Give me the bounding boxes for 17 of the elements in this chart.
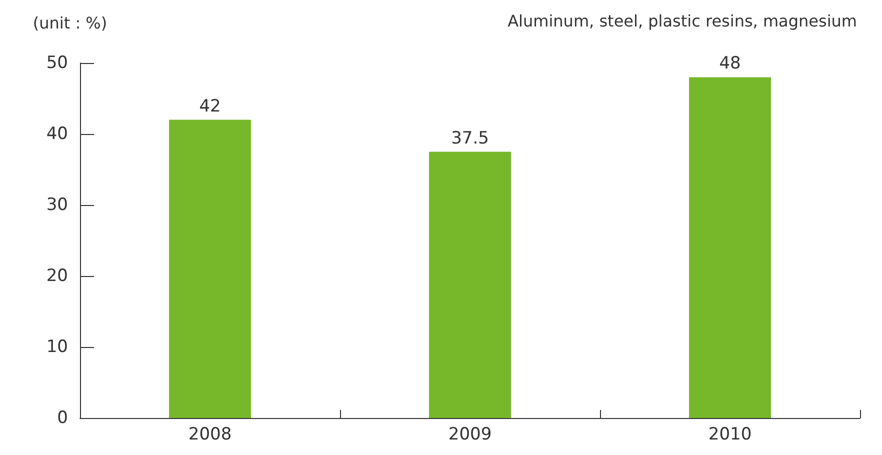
chart-title: Aluminum, steel, plastic resins, magnesium [508, 12, 858, 30]
y-tick-label: 30 [46, 195, 68, 215]
data-label: 48 [719, 54, 741, 74]
y-axis-title: (unit : %) [32, 14, 108, 32]
bar [429, 152, 511, 418]
y-tick-label: 20 [46, 266, 68, 286]
y-tick-label: 10 [46, 337, 68, 357]
x-tick-label: 2009 [448, 424, 492, 444]
y-tick-label: 50 [46, 53, 68, 73]
data-label: 42 [199, 96, 221, 116]
y-tick-label: 0 [57, 408, 68, 428]
data-label: 37.5 [451, 128, 489, 148]
x-tick-label: 2008 [188, 424, 232, 444]
y-tick-label: 40 [46, 124, 68, 144]
bar [169, 120, 251, 418]
x-tick-label: 2010 [708, 424, 752, 444]
bar [689, 77, 771, 418]
